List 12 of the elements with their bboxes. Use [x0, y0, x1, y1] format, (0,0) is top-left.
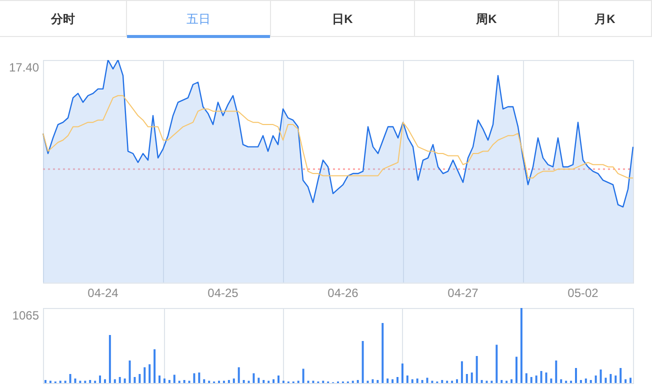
- text: 分时: [0, 1, 127, 37]
- x-tick-label: 04-24: [88, 286, 119, 300]
- text: 17.40: [8, 60, 40, 74]
- x-tick-label: 04-27: [448, 286, 479, 300]
- x-tick-label: 04-26: [328, 286, 359, 300]
- text: 五日: [127, 1, 271, 37]
- x-tick-label: 04-25: [208, 286, 239, 300]
- text: 周K: [415, 1, 559, 37]
- text: 月K: [559, 1, 652, 37]
- text: 日K: [271, 1, 415, 37]
- text: 1065: [12, 308, 40, 322]
- x-tick-label: 05-02: [568, 286, 599, 300]
